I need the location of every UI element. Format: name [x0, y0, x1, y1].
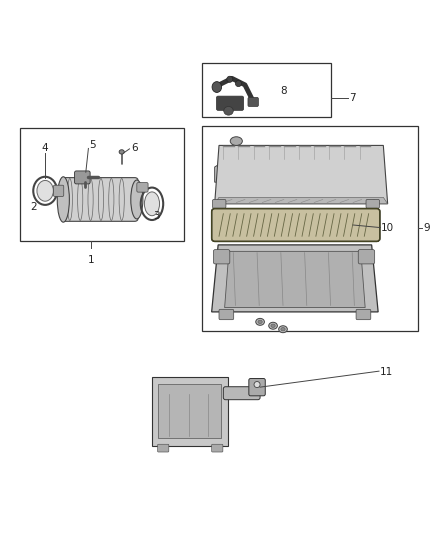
Ellipse shape [57, 177, 69, 222]
FancyBboxPatch shape [212, 208, 380, 241]
Bar [20, 128, 184, 240]
FancyBboxPatch shape [248, 98, 258, 107]
Text: 3: 3 [153, 211, 159, 221]
FancyBboxPatch shape [249, 378, 265, 396]
Ellipse shape [256, 318, 265, 325]
Ellipse shape [212, 82, 222, 92]
Ellipse shape [131, 180, 143, 219]
Text: 6: 6 [131, 143, 138, 152]
Text: 10: 10 [381, 223, 394, 233]
Polygon shape [215, 141, 238, 182]
Polygon shape [225, 252, 365, 308]
Ellipse shape [119, 150, 124, 154]
FancyBboxPatch shape [53, 185, 64, 197]
Ellipse shape [230, 137, 242, 146]
FancyBboxPatch shape [356, 309, 371, 320]
Ellipse shape [224, 107, 233, 115]
Text: 2: 2 [31, 202, 37, 212]
Text: 8: 8 [281, 86, 287, 96]
Ellipse shape [269, 322, 277, 329]
Text: 5: 5 [89, 140, 96, 150]
Text: 7: 7 [349, 93, 355, 103]
Ellipse shape [258, 320, 262, 324]
Ellipse shape [281, 327, 285, 331]
Polygon shape [215, 146, 388, 204]
Ellipse shape [254, 382, 260, 387]
FancyBboxPatch shape [216, 96, 244, 110]
Text: 1: 1 [88, 255, 95, 265]
FancyBboxPatch shape [219, 309, 234, 320]
Polygon shape [152, 377, 228, 446]
Ellipse shape [279, 326, 287, 333]
Text: 11: 11 [380, 367, 393, 377]
FancyBboxPatch shape [212, 199, 226, 208]
FancyBboxPatch shape [223, 387, 260, 400]
Polygon shape [215, 197, 388, 204]
Ellipse shape [271, 324, 275, 327]
Bar [159, 384, 221, 438]
FancyBboxPatch shape [213, 249, 230, 264]
FancyBboxPatch shape [74, 171, 90, 184]
FancyBboxPatch shape [158, 444, 169, 452]
Ellipse shape [37, 181, 53, 201]
FancyBboxPatch shape [366, 199, 379, 208]
Ellipse shape [236, 80, 241, 86]
Ellipse shape [227, 76, 233, 82]
Bar [202, 63, 332, 117]
FancyBboxPatch shape [62, 177, 138, 221]
Polygon shape [212, 245, 378, 312]
FancyBboxPatch shape [212, 444, 223, 452]
Bar [202, 126, 418, 332]
FancyBboxPatch shape [358, 249, 374, 264]
FancyBboxPatch shape [137, 183, 148, 192]
Ellipse shape [145, 192, 159, 216]
Text: 4: 4 [42, 143, 49, 152]
Text: 9: 9 [423, 223, 430, 232]
